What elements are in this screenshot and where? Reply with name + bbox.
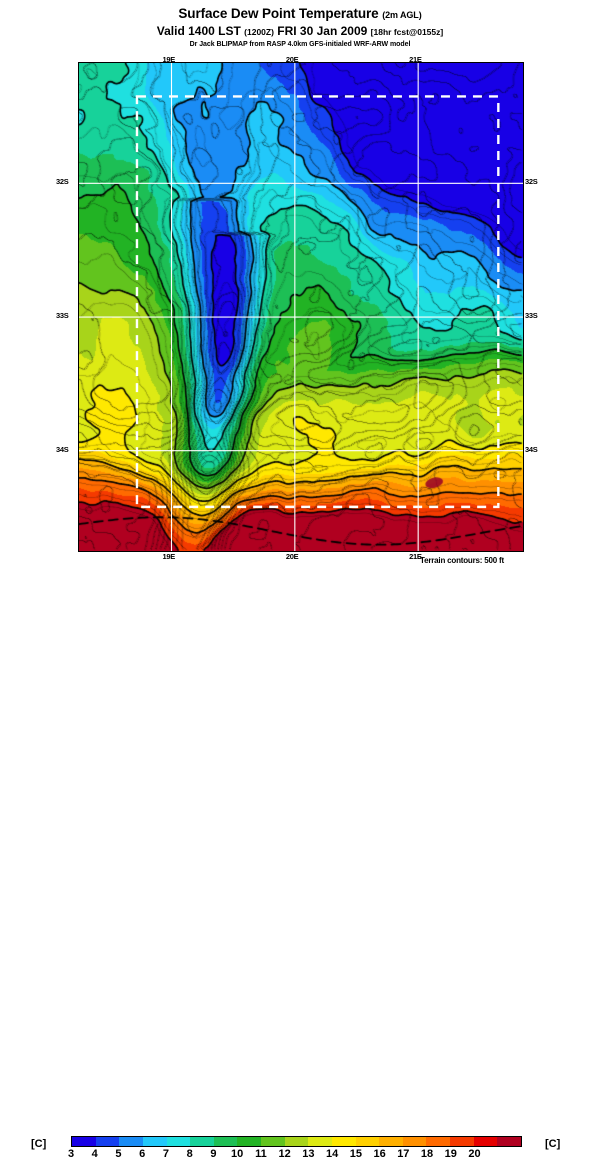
colorbar-gradient[interactable] <box>71 1136 522 1147</box>
valid-time-utc: (1200Z) <box>244 27 274 37</box>
dewpoint-field-canvas <box>79 63 523 551</box>
colorbar-swatch <box>261 1137 285 1146</box>
colorbar-swatch <box>331 1137 356 1146</box>
colorbar-tick: 9 <box>210 1148 217 1160</box>
colorbar-area: [C] [C] 3 4 5 6 7 8 9 10 11 12 13 14 15 16 17 18 19 20 <box>0 566 600 1160</box>
colorbar-tick: 12 <box>278 1148 291 1160</box>
colorbar-tick: 6 <box>139 1148 146 1160</box>
colorbar-tick: 4 <box>91 1148 98 1160</box>
axis-label-left: 32S <box>56 177 69 187</box>
valid-date: FRI 30 Jan 2009 <box>277 24 368 38</box>
terrain-contour-note: Terrain contours: 500 ft <box>420 556 504 565</box>
colorbar-swatch <box>355 1137 380 1146</box>
colorbar-swatch <box>308 1137 332 1146</box>
axis-label-right: 33S <box>525 311 538 321</box>
axis-label-right: 32S <box>525 177 538 187</box>
colorbar-tick: 14 <box>325 1148 339 1160</box>
colorbar-swatch <box>119 1137 143 1146</box>
colorbar-tick: 16 <box>373 1148 386 1160</box>
axis-label-top: 21E <box>409 55 422 64</box>
colorbar-tick: 17 <box>397 1148 410 1160</box>
colorbar-swatch <box>237 1137 261 1146</box>
colorbar-tick: 5 <box>115 1148 122 1160</box>
page-title-suffix: (2m AGL) <box>382 10 422 20</box>
colorbar-unit-left: [C] <box>31 1138 47 1150</box>
map-plot-area[interactable] <box>78 62 524 552</box>
colorbar-tick: 8 <box>186 1148 193 1160</box>
colorbar-swatch <box>213 1137 238 1146</box>
axis-label-top: 19E <box>162 55 176 64</box>
axis-label-left: 34S <box>56 444 69 454</box>
colorbar-unit-right: [C] <box>545 1138 561 1150</box>
axis-label-top: 20E <box>285 55 299 64</box>
colorbar-tick: 19 <box>444 1148 457 1160</box>
page-title: Surface Dew Point Temperature (2m AGL) <box>0 6 600 23</box>
axis-label-bottom: 21E <box>409 552 422 561</box>
colorbar-tick: 20 <box>468 1148 481 1160</box>
colorbar-swatch <box>426 1137 450 1146</box>
colorbar-swatch <box>450 1137 474 1146</box>
axis-label-bottom: 19E <box>162 552 176 561</box>
colorbar-swatch <box>402 1137 427 1146</box>
blipmap-page: Surface Dew Point Temperature (2m AGL) V… <box>0 6 600 1160</box>
colorbar-swatch <box>284 1137 309 1146</box>
colorbar-swatch <box>190 1137 214 1146</box>
colorbar-tick: 15 <box>349 1148 362 1160</box>
page-title-text: Surface Dew Point Temperature <box>178 6 379 21</box>
colorbar-swatch <box>95 1137 120 1146</box>
colorbar-tick: 3 <box>67 1148 75 1160</box>
colorbar-swatch <box>497 1137 521 1146</box>
axis-label-left: 33S <box>56 311 69 321</box>
forecast-tag: [18hr fcst@0155z] <box>370 27 444 37</box>
axis-label-right: 34S <box>525 444 538 454</box>
valid-time-line: Valid 1400 LST (1200Z) FRI 30 Jan 2009 [… <box>0 24 600 39</box>
colorbar-tick-labels: 3 4 5 6 7 8 9 10 11 12 13 14 15 16 17 18 19 20 <box>67 1148 522 1162</box>
colorbar-tick: 7 <box>162 1148 169 1160</box>
colorbar-swatch <box>379 1137 403 1146</box>
colorbar-tick: 10 <box>231 1148 244 1160</box>
chart-title-block: Surface Dew Point Temperature (2m AGL) V… <box>0 6 600 50</box>
model-credit: Dr Jack BLIPMAP from RASP 4.0km GFS-init… <box>189 41 411 48</box>
colorbar-tick: 11 <box>255 1148 267 1160</box>
valid-time-local: Valid 1400 LST <box>156 24 241 38</box>
axis-label-bottom: 20E <box>285 552 299 561</box>
colorbar-swatch <box>166 1137 191 1146</box>
colorbar-tick: 18 <box>420 1148 434 1160</box>
colorbar-tick: 13 <box>302 1148 315 1160</box>
colorbar-swatch <box>473 1137 498 1146</box>
colorbar-swatch <box>72 1137 96 1146</box>
colorbar-swatch <box>142 1137 167 1146</box>
